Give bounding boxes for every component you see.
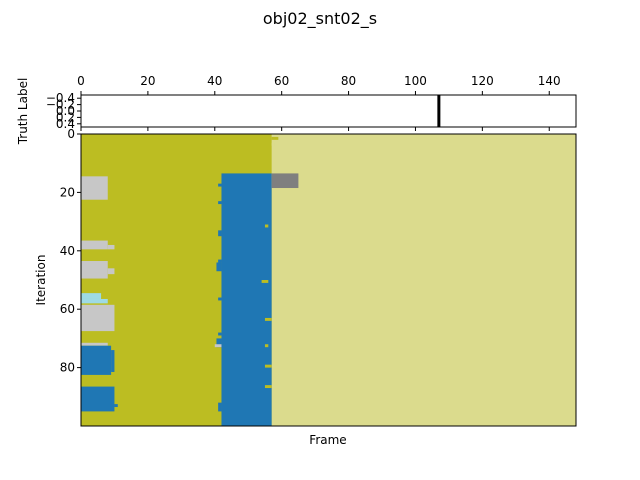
heatmap-region-6 <box>107 244 115 250</box>
x-tick-label-0: 0 <box>77 74 85 88</box>
truth-y-tick-label-2: 0.0 <box>56 104 75 118</box>
heatmap-region-7 <box>81 261 108 279</box>
heatmap-region-16 <box>114 404 118 408</box>
heatmap-region-3 <box>271 173 299 189</box>
iteration-y-tick-label-2: 40 <box>60 244 75 258</box>
truth-label-marks <box>437 95 441 127</box>
truth-label-ylabel: Truth Label <box>16 78 30 146</box>
x-tick-label-1: 20 <box>140 74 155 88</box>
x-tick-label-5: 100 <box>404 74 427 88</box>
heatmap-region-32 <box>214 344 222 348</box>
iteration-y-tick-label-1: 20 <box>60 185 75 199</box>
x-tick-label-7: 140 <box>538 74 561 88</box>
heatmap-regions <box>81 134 576 426</box>
truth-label-y-ticks: −0.4−0.20.00.20.4 <box>46 91 81 131</box>
heatmap-region-25 <box>218 402 222 412</box>
truth-y-tick-label-0: −0.4 <box>46 91 75 105</box>
iteration-panel: 0 20 40 60 80 Iteration Frame <box>34 127 577 447</box>
heatmap-region-31 <box>264 385 272 389</box>
truth-label-background <box>81 95 576 127</box>
truth-label-panel: 0 20 40 60 80 100 120 140 −0.4−0.20.00.20.4 Tru… <box>16 74 577 146</box>
iteration-y-tick-label-0: 0 <box>67 127 75 141</box>
heatmap-region-4 <box>81 176 108 200</box>
heatmap-region-8 <box>107 268 115 275</box>
heatmap-region-15 <box>81 386 115 412</box>
chart-title: obj02_snt02_s <box>263 9 377 29</box>
heatmap-region-14 <box>111 350 115 372</box>
heatmap-region-27 <box>261 280 269 283</box>
heatmap-region-23 <box>218 332 222 336</box>
truth-marker-0 <box>437 95 441 127</box>
iteration-ylabel: Iteration <box>34 255 48 306</box>
x-tick-label-4: 80 <box>341 74 356 88</box>
heatmap-region-30 <box>264 364 272 368</box>
heatmap-region-28 <box>264 317 272 321</box>
heatmap-region-19 <box>218 230 222 237</box>
heatmap-region-21 <box>216 262 222 272</box>
iteration-y-tick-label-3: 60 <box>60 302 75 316</box>
iteration-y-ticks: 0 20 40 60 80 <box>60 127 81 375</box>
heatmap-region-33 <box>271 136 279 140</box>
heatmap-region-11 <box>81 304 115 332</box>
heatmap-region-22 <box>218 297 222 301</box>
truth-label-x-ticks: 0 20 40 60 80 100 120 140 <box>77 74 561 131</box>
heatmap-region-10 <box>81 298 108 304</box>
truth-y-tick-label-1: −0.2 <box>46 98 75 112</box>
frame-xlabel: Frame <box>309 433 346 447</box>
heatmap-region-20 <box>218 259 222 263</box>
truth-y-tick-label-3: 0.2 <box>56 110 75 124</box>
heatmap-region-24 <box>216 338 222 348</box>
heatmap-region-13 <box>81 345 112 375</box>
heatmap-region-12 <box>81 342 108 346</box>
truth-y-tick-label-4: 0.4 <box>56 117 75 131</box>
heatmap-region-5 <box>81 240 108 250</box>
heatmap-region-26 <box>264 224 269 228</box>
heatmap-region-9 <box>81 293 102 299</box>
iteration-panel-frame <box>80 133 577 427</box>
heatmap-region-2 <box>221 173 272 426</box>
heatmap-region-17 <box>218 183 222 187</box>
heatmap-region-18 <box>218 201 222 205</box>
iteration-y-tick-label-4: 80 <box>60 361 75 375</box>
x-tick-label-2: 40 <box>207 74 222 88</box>
heatmap-region-29 <box>264 344 269 348</box>
x-tick-label-3: 60 <box>274 74 289 88</box>
x-tick-label-6: 120 <box>471 74 494 88</box>
heatmap-region-34 <box>271 142 275 146</box>
